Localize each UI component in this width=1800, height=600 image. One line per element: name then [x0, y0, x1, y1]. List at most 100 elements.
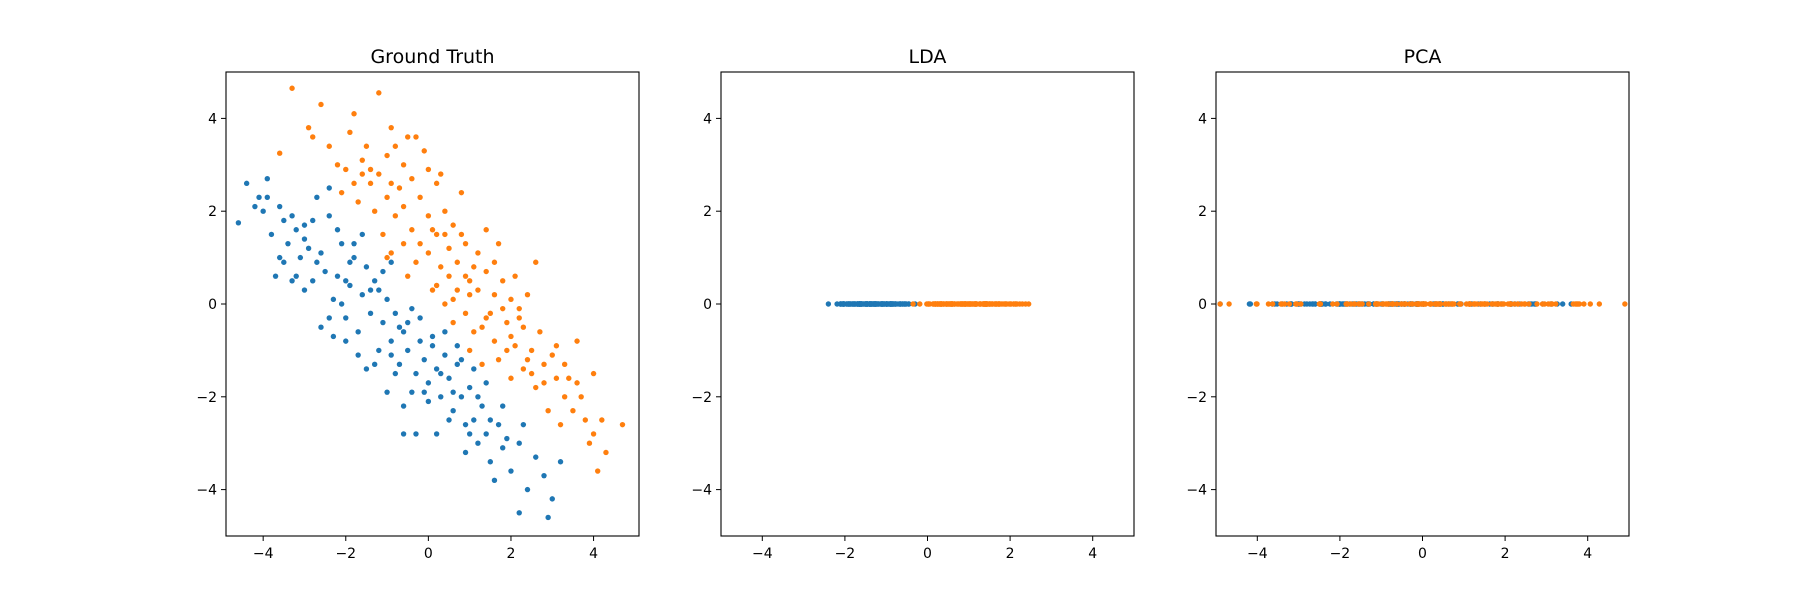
- data-point: [413, 259, 419, 265]
- data-point: [1390, 301, 1396, 307]
- data-point: [1415, 301, 1421, 307]
- data-point: [392, 310, 399, 316]
- data-point: [458, 394, 465, 400]
- data-point: [1449, 301, 1456, 307]
- data-point: [466, 278, 473, 284]
- x-tick-label: 2: [1006, 546, 1015, 562]
- panel-pca: PCA −4 −2 0 2 4 −4 −2 0 2 4: [1186, 46, 1630, 562]
- data-point: [508, 375, 514, 381]
- data-point: [438, 370, 444, 377]
- data-point: [825, 301, 832, 307]
- data-point: [314, 194, 320, 200]
- data-point: [343, 278, 349, 284]
- data-point: [396, 185, 403, 191]
- x-tick-label: 0: [923, 546, 932, 562]
- data-point: [268, 231, 275, 238]
- data-point: [318, 101, 324, 108]
- data-point: [479, 403, 485, 409]
- data-point: [405, 347, 411, 354]
- data-point: [454, 361, 460, 368]
- data-point: [1217, 301, 1223, 307]
- data-point: [264, 194, 270, 200]
- data-point: [433, 180, 440, 187]
- data-point: [1457, 301, 1463, 307]
- data-point: [446, 245, 452, 252]
- data-point: [1526, 301, 1532, 307]
- data-point: [1247, 301, 1254, 307]
- data-point: [599, 417, 605, 423]
- data-point: [429, 227, 436, 233]
- data-point: [508, 333, 514, 340]
- data-point: [471, 329, 477, 335]
- data-point: [438, 171, 444, 177]
- data-point: [359, 231, 365, 238]
- data-point: [462, 273, 469, 279]
- data-point: [359, 171, 365, 177]
- data-point: [264, 176, 270, 182]
- panel-ground-truth: Ground Truth −4 −2 0 2 4 −4 −2 0 2 4: [196, 46, 640, 562]
- data-point: [338, 301, 345, 307]
- data-point: [425, 213, 432, 219]
- data-point: [524, 356, 531, 363]
- data-point: [475, 394, 481, 400]
- data-point: [1534, 301, 1540, 307]
- data-point: [429, 287, 436, 293]
- data-point: [1576, 301, 1583, 307]
- data-point: [619, 421, 626, 428]
- data-point: [590, 370, 597, 377]
- data-point: [351, 254, 357, 261]
- chart-title: LDA: [909, 46, 947, 68]
- data-point: [1446, 301, 1452, 307]
- data-point: [334, 162, 341, 168]
- data-point: [442, 231, 448, 238]
- data-point: [293, 273, 299, 279]
- data-point: [272, 273, 279, 279]
- data-point: [384, 296, 390, 303]
- data-point: [442, 301, 448, 307]
- data-point: [458, 231, 465, 238]
- data-point: [925, 301, 931, 307]
- data-point: [541, 380, 547, 386]
- data-point: [318, 250, 324, 256]
- data-point: [557, 459, 564, 465]
- data-point: [446, 273, 452, 279]
- data-point: [347, 129, 353, 136]
- data-point: [834, 301, 840, 307]
- data-point: [1501, 301, 1507, 307]
- data-point: [347, 259, 353, 265]
- data-point: [860, 301, 866, 307]
- data-point: [955, 301, 962, 307]
- data-point: [475, 440, 481, 446]
- data-point: [388, 180, 394, 187]
- data-point: [235, 220, 242, 226]
- data-point: [1274, 301, 1280, 307]
- data-point: [425, 166, 432, 173]
- data-point: [495, 240, 502, 247]
- data-points: [825, 301, 1032, 307]
- data-point: [413, 134, 419, 140]
- data-point: [961, 301, 968, 307]
- data-point: [537, 329, 543, 335]
- data-point: [491, 259, 498, 265]
- data-point: [512, 273, 518, 279]
- data-point: [590, 431, 597, 437]
- data-point: [1316, 301, 1323, 307]
- data-point: [326, 143, 332, 149]
- data-point: [899, 301, 905, 307]
- data-point: [906, 301, 912, 307]
- data-point: [545, 514, 551, 521]
- data-point: [338, 240, 345, 247]
- chart-title: Ground Truth: [370, 46, 494, 68]
- data-point: [433, 366, 440, 372]
- data-point: [582, 417, 589, 423]
- data-point: [429, 333, 436, 340]
- data-point: [1394, 301, 1400, 307]
- data-point: [500, 305, 506, 312]
- data-point: [1622, 301, 1628, 307]
- data-point: [1495, 301, 1502, 307]
- data-point: [417, 194, 423, 200]
- data-point: [603, 449, 609, 456]
- data-point: [310, 217, 316, 224]
- data-point: [363, 143, 370, 149]
